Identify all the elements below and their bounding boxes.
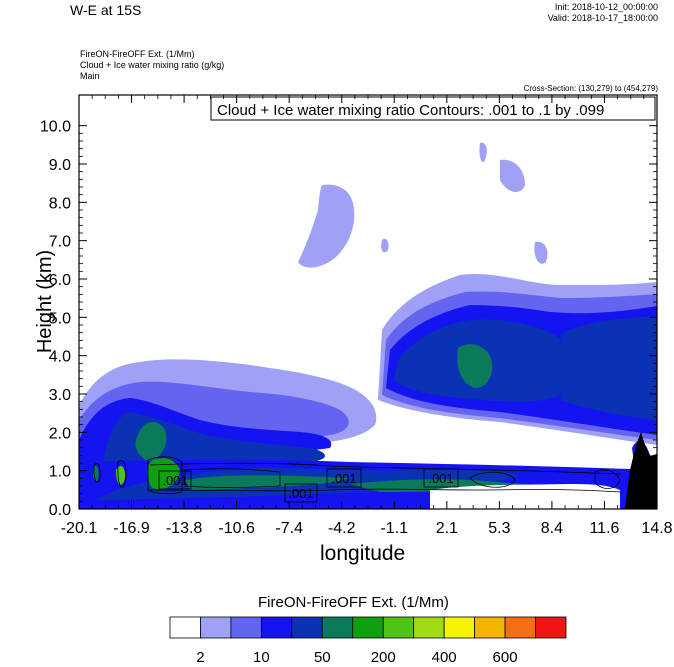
colorbar-label: 50 bbox=[314, 649, 331, 666]
colorbar-label: 600 bbox=[493, 649, 518, 666]
x-tick-label: -7.4 bbox=[275, 520, 303, 537]
x-tick-label: 5.3 bbox=[488, 520, 510, 537]
contour-label-box bbox=[158, 470, 192, 490]
colorbar-swatch bbox=[291, 616, 323, 639]
contour-label-group: .001 .001 .001 .001 bbox=[158, 468, 459, 503]
colorbar-swatch bbox=[504, 616, 536, 639]
chart-title: W-E at 15S bbox=[70, 2, 142, 18]
colorbar-swatch bbox=[230, 616, 262, 639]
cross-section-label: Cross-Section: (130,279) to (454,279) bbox=[523, 84, 658, 93]
x-tick-label: -16.9 bbox=[113, 520, 150, 537]
x-tick-label: -20.1 bbox=[61, 520, 98, 537]
shaded-field bbox=[79, 142, 657, 509]
contour-lines bbox=[93, 456, 621, 495]
colorbar-swatch bbox=[260, 616, 293, 639]
colorbar-label: 200 bbox=[371, 649, 396, 666]
field-domain: Main bbox=[80, 71, 100, 81]
x-tick-label: -10.6 bbox=[218, 520, 255, 537]
contour-label-box bbox=[423, 468, 459, 488]
y-tick-label: 6.0 bbox=[49, 272, 71, 289]
contour-label-box bbox=[284, 483, 318, 503]
y-tick-label: 9.0 bbox=[49, 157, 71, 174]
x-tick-label: 11.6 bbox=[589, 520, 619, 537]
contour-label: .001 bbox=[428, 471, 453, 486]
valid-time: Valid: 2018-10-17_18:00:00 bbox=[547, 13, 658, 23]
contour-label: .001 bbox=[331, 471, 356, 486]
y-tick-label: 4.0 bbox=[49, 349, 71, 366]
x-tick-label: 8.4 bbox=[541, 520, 563, 537]
colorbar-swatch bbox=[352, 616, 384, 639]
x-tick-label: 14.8 bbox=[641, 520, 672, 537]
init-time: Init: 2018-10-12_00:00:00 bbox=[554, 2, 658, 12]
colorbar-swatch bbox=[443, 616, 476, 639]
contour-info-box bbox=[210, 96, 656, 121]
colorbar: 2 10 50 200 400 600 bbox=[169, 616, 567, 666]
init-valid-time: Init: 2018-10-12_00:00:00 Valid: 2018-10… bbox=[548, 2, 658, 24]
colorbar-label: 10 bbox=[253, 649, 270, 666]
terrain bbox=[625, 432, 657, 509]
x-axis: -20.1 -16.9 -13.8 -10.6 -7.4 -4.2 -1.1 2.1 5.3 8.… bbox=[61, 95, 673, 537]
field-description: FireON-FireOFF Ext. (1/Mm) Cloud + Ice w… bbox=[80, 49, 224, 82]
y-tick-label: 2.0 bbox=[49, 425, 71, 442]
contour-info-text: Cloud + Ice water mixing ratio Contours:… bbox=[217, 102, 604, 119]
colorbar-label: 400 bbox=[432, 649, 457, 666]
y-tick-label: 3.0 bbox=[49, 387, 71, 404]
y-tick-label: 5.0 bbox=[49, 310, 71, 327]
colorbar-label: 2 bbox=[196, 649, 204, 666]
y-tick-label: 0.0 bbox=[49, 502, 71, 519]
x-tick-label: -1.1 bbox=[380, 520, 408, 537]
colorbar-swatch bbox=[474, 616, 506, 639]
colorbar-swatch bbox=[413, 616, 445, 639]
colorbar-swatch bbox=[535, 616, 567, 639]
x-tick-label: 2.1 bbox=[436, 520, 458, 537]
colorbar-swatch bbox=[200, 616, 232, 639]
y-axis: 0.0 1.0 2.0 3.0 4.0 5.0 6.0 7.0 8.0 9.0 10.0 bbox=[40, 119, 657, 519]
y-tick-label: 7.0 bbox=[49, 234, 71, 251]
contour-label: .001 bbox=[288, 486, 313, 501]
y-tick-label: 10.0 bbox=[40, 119, 71, 136]
colorbar-title: FireON-FireOFF Ext. (1/Mm) bbox=[258, 594, 449, 611]
field-contour: Cloud + Ice water mixing ratio (g/kg) bbox=[80, 60, 225, 70]
contour-label-box bbox=[326, 468, 362, 488]
field-shaded: FireON-FireOFF Ext. (1/Mm) bbox=[80, 49, 195, 59]
colorbar-swatch bbox=[321, 616, 354, 639]
x-tick-label: -4.2 bbox=[328, 520, 356, 537]
contour-label: .001 bbox=[162, 473, 187, 488]
x-axis-label: longitude bbox=[320, 542, 406, 565]
x-tick-label: -13.8 bbox=[166, 520, 203, 537]
y-tick-label: 1.0 bbox=[49, 464, 71, 481]
colorbar-swatch bbox=[169, 616, 201, 639]
colorbar-swatch bbox=[382, 616, 415, 639]
y-tick-label: 8.0 bbox=[49, 195, 71, 212]
